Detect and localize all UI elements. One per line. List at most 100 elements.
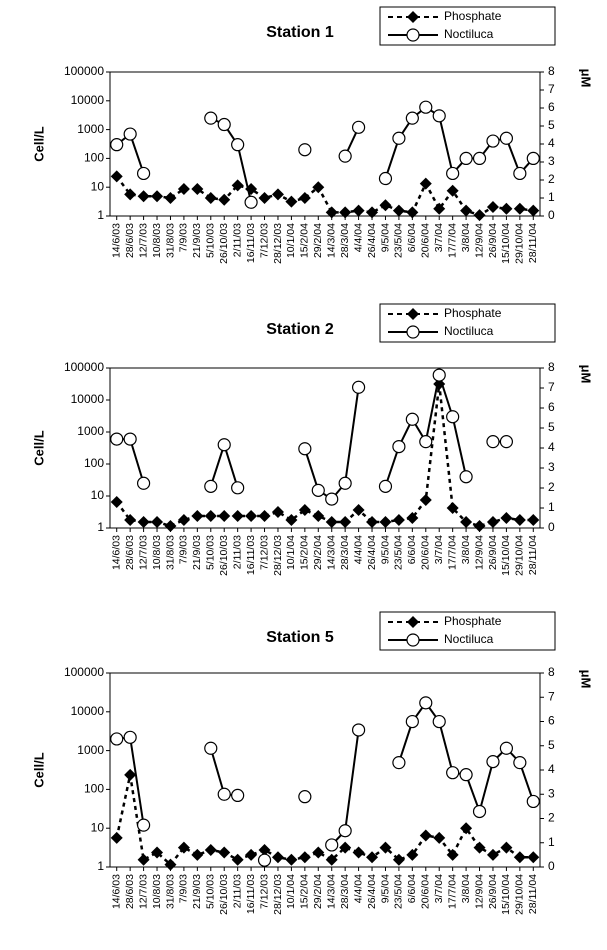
- data-point: [352, 846, 365, 859]
- plot-frame: [109, 71, 541, 217]
- data-point: [312, 181, 325, 194]
- data-point: [204, 741, 218, 755]
- data-point: [527, 204, 540, 217]
- y2-axis-label: μM: [579, 365, 594, 384]
- x-tick-label: 21/9/03: [191, 223, 203, 258]
- x-tick-label: 3/8/04: [460, 535, 472, 564]
- x-tick-label: 26/4/04: [366, 223, 378, 258]
- data-point: [298, 851, 311, 864]
- x-tick-label: 10/8/03: [151, 874, 163, 909]
- y2-tick-label: 0: [548, 520, 555, 534]
- data-point: [177, 183, 190, 195]
- legend-label: Phosphate: [444, 306, 502, 320]
- data-point: [298, 442, 312, 456]
- x-tick-label: 26/4/04: [366, 874, 378, 909]
- legend-marker: [406, 633, 420, 647]
- x-tick-label: 7/12/03: [258, 874, 270, 909]
- data-point: [446, 184, 459, 197]
- x-tick-label: 14/3/04: [326, 874, 338, 909]
- data-point: [124, 514, 137, 526]
- y-tick-label: 100: [84, 456, 104, 470]
- data-point: [298, 143, 312, 157]
- x-tick-label: 15/2/04: [299, 223, 311, 258]
- x-tick-label: 7/9/03: [178, 535, 190, 564]
- x-tick-label: 23/5/04: [393, 535, 405, 570]
- x-tick-label: 29/2/04: [312, 535, 324, 570]
- data-point: [123, 127, 137, 141]
- data-point: [352, 504, 365, 516]
- data-point: [244, 195, 258, 209]
- x-tick-label: 28/6/03: [124, 223, 136, 258]
- x-tick-label: 17/7/04: [446, 535, 458, 570]
- y2-tick-label: 2: [548, 172, 555, 186]
- y2-tick-label: 5: [548, 420, 555, 434]
- x-tick-label: 7/12/03: [258, 223, 270, 258]
- data-point: [513, 202, 526, 215]
- data-point: [486, 755, 500, 769]
- data-point: [271, 851, 284, 864]
- data-point: [405, 412, 419, 426]
- data-point: [258, 510, 271, 522]
- data-point: [151, 516, 164, 528]
- data-point: [351, 723, 366, 737]
- x-tick-label: 20/6/04: [420, 223, 432, 258]
- plot-frame: [109, 367, 541, 529]
- legend-marker: [406, 325, 420, 339]
- data-point: [460, 204, 473, 217]
- data-point: [446, 766, 460, 780]
- y-axis-label: Cell/L: [31, 126, 46, 161]
- data-point: [513, 851, 526, 864]
- data-point: [110, 831, 123, 844]
- x-tick-label: 31/8/03: [164, 223, 176, 258]
- x-tick-label: 14/6/03: [111, 535, 123, 570]
- y-tick-label: 10000: [71, 93, 105, 107]
- x-tick-label: 28/6/03: [124, 874, 136, 909]
- data-point: [460, 516, 473, 528]
- y-tick-label: 1: [97, 208, 104, 222]
- legend-marker: [407, 11, 419, 23]
- y2-tick-label: 3: [548, 786, 555, 800]
- legend-label: Noctiluca: [444, 324, 494, 338]
- x-tick-label: 16/11/03: [245, 223, 257, 263]
- x-tick-label: 28/12/03: [272, 874, 284, 915]
- y-axis-label: Cell/L: [31, 752, 46, 787]
- chart-title: Station 2: [266, 321, 334, 338]
- data-point: [338, 149, 352, 163]
- data-point: [527, 851, 540, 864]
- y-tick-label: 10: [91, 179, 105, 193]
- data-point: [312, 846, 325, 859]
- x-tick-label: 12/9/04: [473, 535, 485, 570]
- y2-axis-label: μM: [579, 670, 594, 689]
- data-point: [191, 510, 204, 522]
- data-point: [472, 151, 487, 165]
- data-point: [204, 111, 218, 125]
- data-point: [419, 696, 433, 710]
- data-point: [231, 510, 244, 522]
- y2-tick-label: 0: [548, 208, 555, 222]
- x-tick-label: 14/6/03: [111, 874, 123, 909]
- data-point: [526, 794, 540, 809]
- x-tick-label: 31/8/03: [164, 535, 176, 570]
- x-tick-label: 14/6/03: [111, 223, 123, 258]
- x-tick-label: 29/10/04: [514, 874, 526, 915]
- data-point: [191, 183, 204, 195]
- x-tick-label: 12/7/03: [137, 223, 149, 258]
- series-line: [116, 438, 145, 484]
- data-point: [513, 756, 527, 770]
- x-tick-label: 28/11/04: [527, 535, 539, 575]
- x-tick-label: 26/10/03: [218, 874, 230, 915]
- x-tick-label: 26/9/04: [487, 223, 499, 258]
- data-point: [231, 138, 245, 152]
- chart-title: Station 1: [266, 24, 334, 41]
- x-tick-label: 28/3/04: [339, 535, 351, 570]
- x-tick-label: 26/10/03: [218, 223, 230, 264]
- data-point: [298, 192, 311, 204]
- data-point: [123, 432, 137, 446]
- x-tick-label: 21/9/03: [191, 874, 203, 909]
- y2-tick-label: 8: [548, 665, 555, 679]
- data-point: [406, 206, 419, 219]
- y2-tick-label: 1: [548, 835, 555, 849]
- y2-tick-label: 7: [548, 380, 555, 394]
- data-point: [433, 831, 446, 844]
- data-point: [325, 492, 339, 506]
